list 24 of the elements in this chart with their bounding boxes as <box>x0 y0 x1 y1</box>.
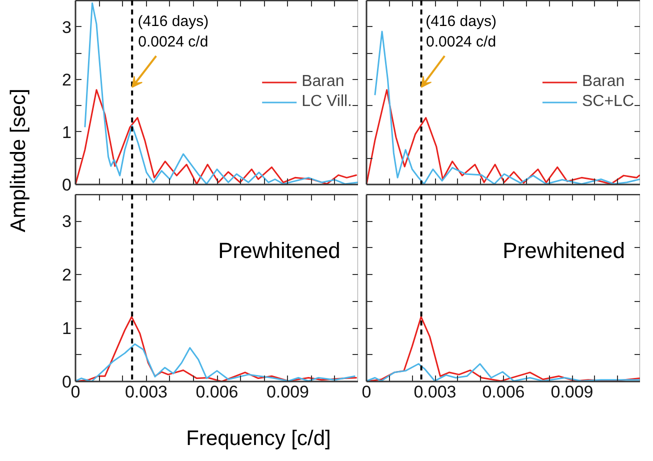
legend-label: LC Vill. <box>302 93 352 111</box>
y-tick-label: 1 <box>62 122 72 142</box>
x-tick-label: 0.003 <box>414 382 456 402</box>
x-tick-label: 0.006 <box>482 382 525 402</box>
y-tick-label: 2 <box>62 70 72 90</box>
annotation: Prewhitened <box>502 238 625 264</box>
x-tick-label: 0.009 <box>550 382 594 402</box>
annotation: (416 days) 0.0024 c/d <box>426 13 496 50</box>
y-tick-label: 3 <box>62 18 72 37</box>
y-axis-title: Amplitude [sec] <box>7 88 30 232</box>
y-tick-label: 2 <box>62 266 72 285</box>
y-tick-label: 0 <box>62 176 72 194</box>
legend-label: Baran <box>582 73 625 91</box>
legend-label: Baran <box>302 73 344 91</box>
y-tick-label: 3 <box>62 212 72 232</box>
annotation: (416 days) 0.0024 c/d <box>138 13 209 50</box>
x-tick-label: 0 <box>362 382 372 402</box>
y-tick-label: 1 <box>62 319 72 338</box>
legend-label: SC+LC <box>582 93 634 111</box>
x-tick-label: 0.009 <box>266 382 310 402</box>
annotation: Prewhitened <box>218 238 340 264</box>
x-axis-title: Frequency [c/d] <box>186 427 331 450</box>
x-tick-label: 0.006 <box>196 382 238 402</box>
x-tick-label: 0.003 <box>124 382 168 402</box>
